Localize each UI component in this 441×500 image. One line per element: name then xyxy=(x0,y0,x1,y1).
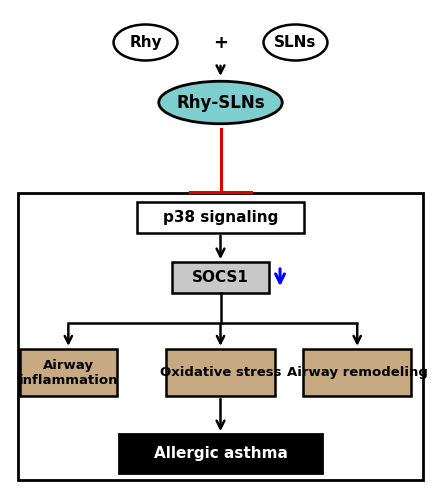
Text: Airway
inflammation: Airway inflammation xyxy=(19,358,118,386)
FancyBboxPatch shape xyxy=(303,349,411,396)
Ellipse shape xyxy=(264,24,327,60)
FancyBboxPatch shape xyxy=(20,349,117,396)
FancyBboxPatch shape xyxy=(119,434,322,473)
Text: SLNs: SLNs xyxy=(274,35,317,50)
FancyBboxPatch shape xyxy=(18,192,423,480)
Text: SOCS1: SOCS1 xyxy=(192,270,249,285)
FancyBboxPatch shape xyxy=(172,262,269,293)
Text: p38 signaling: p38 signaling xyxy=(163,210,278,225)
Text: Allergic asthma: Allergic asthma xyxy=(153,446,288,461)
Text: Oxidative stress: Oxidative stress xyxy=(160,366,281,379)
Text: Airway remodeling: Airway remodeling xyxy=(287,366,428,379)
Text: +: + xyxy=(213,34,228,52)
FancyBboxPatch shape xyxy=(167,349,274,396)
Text: Rhy-SLNs: Rhy-SLNs xyxy=(176,94,265,112)
FancyBboxPatch shape xyxy=(137,202,304,233)
Ellipse shape xyxy=(159,81,282,124)
Ellipse shape xyxy=(114,24,178,60)
Text: Rhy: Rhy xyxy=(129,35,162,50)
